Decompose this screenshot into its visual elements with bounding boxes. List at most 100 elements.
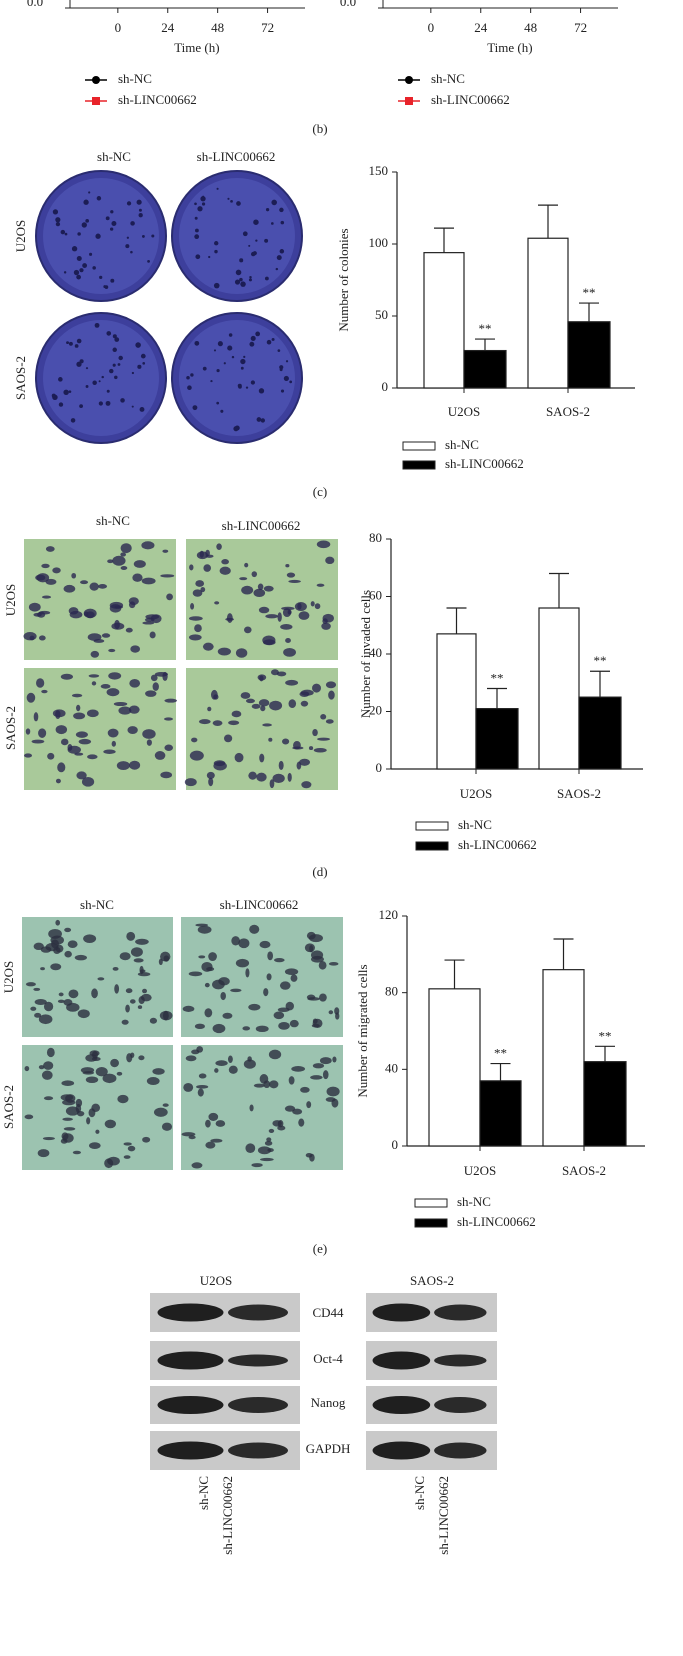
cell-stain <box>89 582 99 591</box>
legend-label: sh-NC <box>458 817 492 832</box>
colony-dot <box>76 274 81 280</box>
x-tick-label: 48 <box>524 20 537 35</box>
cell-stain <box>259 940 271 949</box>
colony-dot <box>138 213 143 218</box>
colony-dot <box>117 363 121 366</box>
cell-stain <box>33 612 42 617</box>
colony-dot <box>223 362 226 365</box>
legend-swatch <box>414 1198 448 1208</box>
legend-label: sh-LINC00662 <box>458 837 537 852</box>
colony-dot <box>227 197 230 200</box>
cell-stain <box>331 1098 339 1108</box>
cell-stain <box>116 1071 123 1076</box>
y-tick-label: 40 <box>369 645 382 660</box>
cell-stain <box>272 1120 282 1127</box>
colony-dot <box>77 232 81 236</box>
lane-label: sh-NC <box>196 1476 211 1510</box>
cell-stain <box>288 1076 295 1085</box>
x-tick-label: 0 <box>115 20 122 35</box>
colony-dot <box>213 349 217 352</box>
cell-stain <box>188 634 202 641</box>
cell-stain <box>150 674 158 682</box>
colony-dot <box>279 207 284 213</box>
cell-stain <box>133 958 144 963</box>
error-bar <box>590 670 610 698</box>
colony-dot <box>85 367 89 370</box>
cell-stain <box>326 1086 340 1097</box>
cell-stain <box>334 1007 340 1015</box>
cell-stain <box>38 1065 45 1070</box>
cell-stain <box>86 1117 91 1125</box>
bar <box>423 252 465 389</box>
cell-stain <box>332 1056 337 1063</box>
colony-dot <box>194 216 198 220</box>
colony-dot <box>285 360 289 363</box>
colony-dot <box>85 385 89 388</box>
cell-stain <box>251 1163 263 1168</box>
cell-line-label: U2OS <box>200 1273 233 1288</box>
cell-stain <box>191 737 198 743</box>
cell-stain <box>162 549 169 553</box>
cell-stain <box>125 1004 130 1013</box>
cell-stain <box>251 571 258 578</box>
cell-stain <box>204 982 210 988</box>
protein-label: Nanog <box>311 1395 346 1410</box>
cell-stain <box>282 738 290 745</box>
cell-stain <box>34 1012 42 1018</box>
legend-swatch <box>402 460 436 470</box>
cell-stain <box>116 761 130 771</box>
row-label: SAOS-2 <box>1 1085 16 1129</box>
cell-stain <box>108 648 116 653</box>
cell-stain <box>114 605 123 609</box>
error-bar <box>475 338 495 351</box>
cell-stain <box>292 1108 303 1115</box>
cell-stain <box>245 968 250 978</box>
cell-stain <box>271 669 279 676</box>
cell-stain <box>38 635 46 641</box>
cell-stain <box>262 723 272 727</box>
cell-stain <box>129 999 136 1004</box>
column-label: sh-NC <box>96 513 130 528</box>
cell-stain <box>268 1049 282 1060</box>
significance-marker: ** <box>599 1028 612 1043</box>
colony-dot <box>236 201 241 206</box>
cell-stain <box>189 750 204 761</box>
legend-label: sh-NC <box>118 71 152 86</box>
colony-dot <box>101 375 104 379</box>
cell-stain <box>216 543 222 550</box>
cell-stain <box>243 1059 256 1069</box>
cell-stain <box>142 1136 151 1143</box>
cell-stain <box>195 923 209 927</box>
cell-stain <box>188 1135 196 1140</box>
significance-marker: ** <box>479 321 492 336</box>
cell-stain <box>235 648 248 658</box>
row-label: U2OS <box>1 961 16 994</box>
cell-stain <box>294 602 307 612</box>
cell-stain <box>316 583 325 587</box>
cell-stain <box>257 1146 272 1155</box>
cell-stain <box>325 719 334 724</box>
cell-stain <box>38 1014 53 1025</box>
colony-dot <box>289 380 293 384</box>
cell-line-label: SAOS-2 <box>410 1273 454 1288</box>
colony-dot <box>112 334 117 339</box>
colony-dot <box>88 191 91 194</box>
cell-stain <box>152 1068 165 1075</box>
colony-dot <box>280 220 285 225</box>
cell-stain <box>200 586 206 593</box>
cell-stain <box>244 562 249 568</box>
panel-label: (e) <box>313 1241 327 1256</box>
legend-swatch <box>415 821 449 831</box>
legend-label: sh-NC <box>431 71 465 86</box>
column-label: sh-LINC00662 <box>222 518 301 533</box>
cell-stain <box>282 608 292 618</box>
legend-label: sh-NC <box>445 437 479 452</box>
x-tick-label: U2OS <box>460 786 493 801</box>
cell-stain <box>40 946 52 953</box>
cell-stain <box>196 1085 209 1089</box>
colony-dot <box>68 341 73 346</box>
cell-stain <box>64 950 72 958</box>
column-label: sh-NC <box>97 149 131 164</box>
cell-stain <box>63 1127 76 1131</box>
cell-stain <box>80 580 89 585</box>
